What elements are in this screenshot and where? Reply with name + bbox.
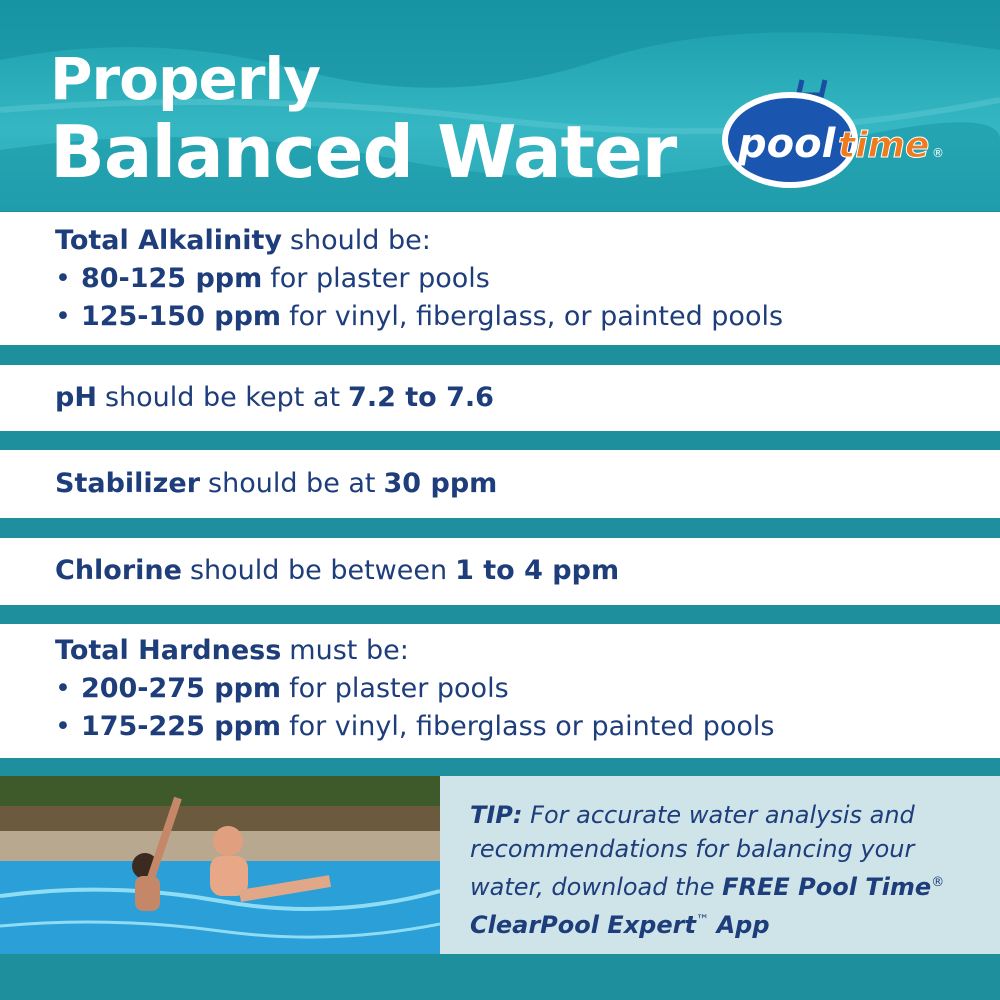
section: Chlorine should be between 1 to 4 ppm (0, 538, 1000, 605)
logo-word: pool (737, 121, 837, 167)
tip: TIP: For accurate water analysis and rec… (440, 776, 1000, 954)
tip-mark: ™ (695, 913, 709, 928)
text: for plaster pools (289, 673, 509, 704)
section: pH should be kept at 7.2 to 7.6 (0, 365, 1000, 431)
term: Total Alkalinity (55, 225, 282, 256)
logo-word: time (838, 125, 929, 166)
text: for vinyl, fiberglass, or painted pools (289, 301, 784, 332)
tip-brand: FREE Pool Time (722, 873, 932, 901)
value: 30 ppm (383, 468, 498, 499)
text: should be: (289, 225, 431, 256)
header: Properly Balanced Water pool time ® (0, 0, 1000, 211)
amount: 125-150 ppm (80, 301, 282, 332)
amount: 80-125 ppm (80, 263, 263, 294)
value: 7.2 to 7.6 (348, 382, 494, 413)
logo: pool time ® (722, 79, 944, 188)
text: for vinyl, fiberglass or painted pools (289, 711, 775, 742)
amount: 200-275 ppm (80, 673, 282, 704)
title-line: Properly (50, 45, 321, 113)
term: Stabilizer (55, 468, 201, 499)
term: Total Hardness (55, 635, 282, 666)
text: should be kept at (104, 382, 341, 413)
tip-end: App (716, 911, 770, 939)
section: Stabilizer should be at 30 ppm (0, 450, 1000, 518)
logo-mark: ® (932, 146, 944, 160)
title-line: Balanced Water (50, 110, 677, 194)
tip-mark: ® (931, 875, 945, 890)
text: must be: (289, 635, 409, 666)
term: pH (55, 382, 97, 413)
tip-text: For accurate water analysis and recommen… (470, 801, 915, 901)
tip-app: ClearPool Expert (470, 911, 696, 939)
term: Chlorine (55, 555, 182, 586)
pool-photo (0, 776, 440, 954)
text: for plaster pools (270, 263, 490, 294)
text: should be at (208, 468, 376, 499)
text: should be between (189, 555, 448, 586)
tip-label: TIP: (470, 801, 523, 829)
amount: 175-225 ppm (80, 711, 282, 742)
value: 1 to 4 ppm (455, 555, 620, 586)
